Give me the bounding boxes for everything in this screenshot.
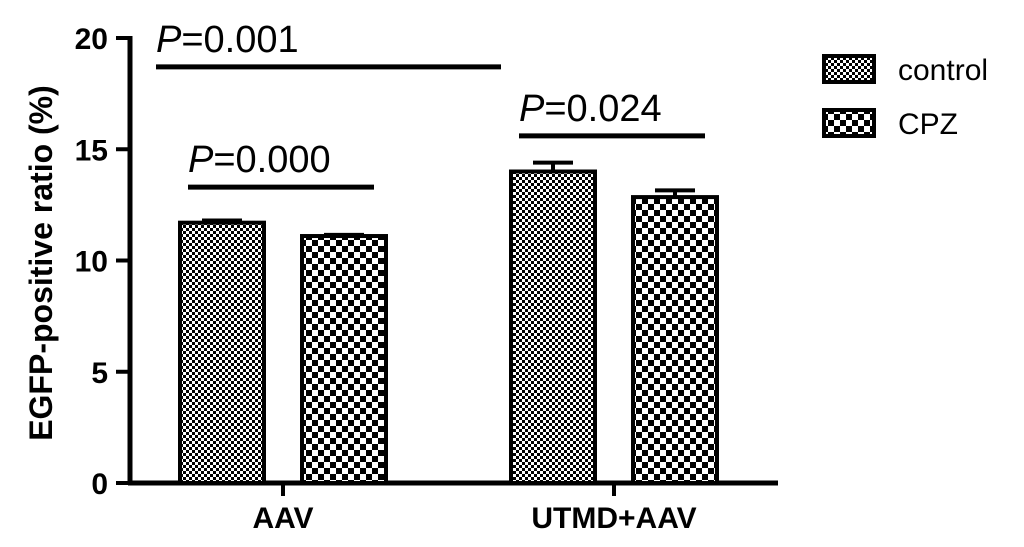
legend-label: control [898, 54, 988, 87]
legend-label: CPZ [898, 108, 958, 141]
y-axis-label: EGFP-positive ratio (%) [23, 85, 59, 441]
bar-control-aav [178, 220, 266, 486]
legend-swatch [822, 54, 876, 84]
bar-cpz-utmd-aav [631, 195, 719, 485]
significance-annotations: P=0.000 P=0.024 P=0.001 [156, 19, 705, 190]
legend-swatch [822, 108, 876, 138]
legend: control CPZ [822, 54, 988, 141]
y-tick-label: 20 [75, 23, 108, 56]
significance-label: P=0.001 [156, 19, 299, 61]
significance-label: P=0.024 [519, 88, 662, 130]
y-tick-label: 15 [75, 134, 108, 167]
significance-label: P=0.000 [188, 139, 331, 181]
x-tick-label: UTMD+AAV [531, 502, 696, 535]
y-tick-label: 5 [91, 357, 108, 390]
bar-control-utmd-aav [509, 169, 597, 485]
bar-cpz-aav [300, 234, 388, 485]
x-tick-label: AAV [252, 502, 313, 535]
bars [178, 160, 719, 486]
y-tick-label: 0 [91, 468, 108, 501]
y-tick-label: 10 [75, 246, 108, 279]
